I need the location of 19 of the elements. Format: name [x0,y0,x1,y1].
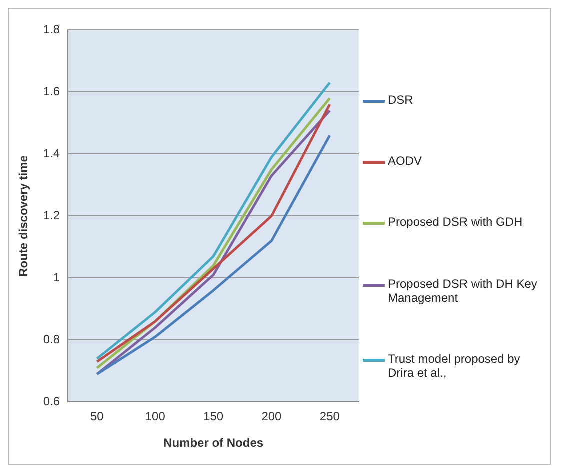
y-tick-label: 0.6 [43,394,60,409]
legend-label: Proposed DSR with GDH [388,215,523,230]
y-tick-label: 1.8 [43,22,60,37]
legend-label: AODV [388,154,422,168]
x-tick-label: 150 [204,410,224,424]
y-tick-label: 1.6 [43,84,60,99]
x-tick-label: 200 [262,410,282,424]
y-axis-title: Route discovery time [16,155,31,277]
y-tick-label: 0.8 [43,332,60,347]
y-tick-label: 1.2 [43,208,60,223]
y-tick-label: 1.4 [43,146,60,161]
legend-label: DSR [388,92,414,107]
x-tick-label: 100 [145,410,166,424]
x-tick-label: 250 [320,410,340,424]
y-tick-label: 1 [53,270,60,285]
x-tick-label: 50 [90,410,104,424]
x-axis-title: Number of Nodes [164,436,264,450]
legend-label: Trust model proposed by Drira et al., [388,352,522,380]
legend-label: Proposed DSR with DH Key Management [388,276,538,305]
